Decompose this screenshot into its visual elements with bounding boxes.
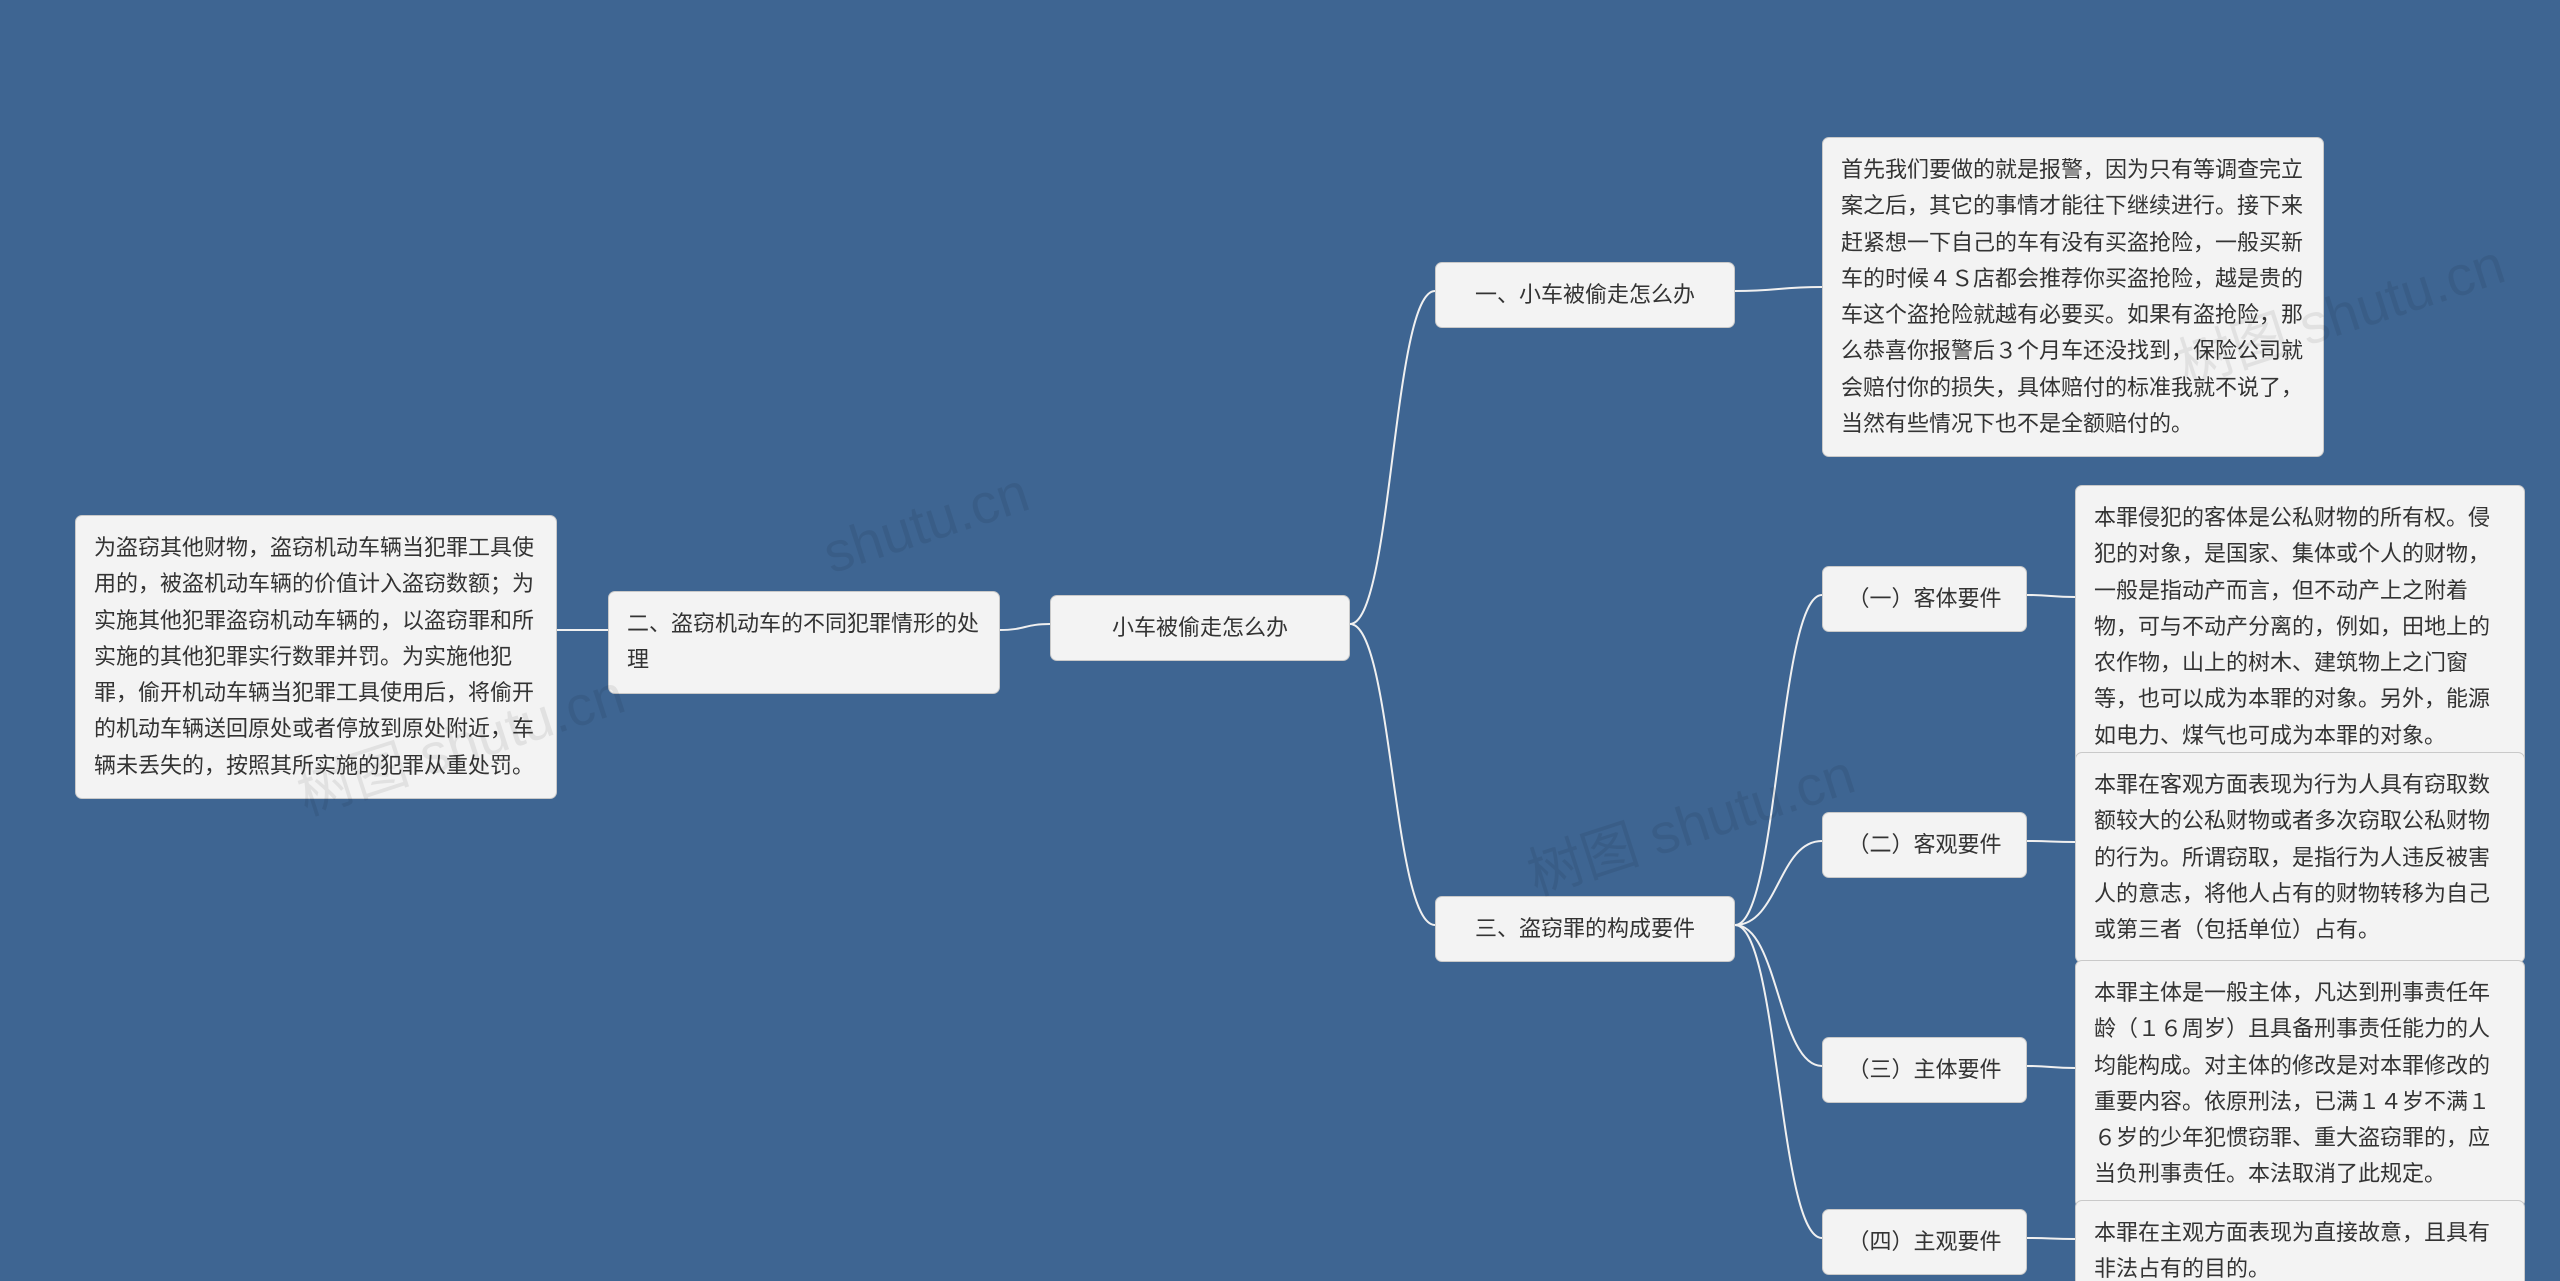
branch-1-detail[interactable]: 首先我们要做的就是报警，因为只有等调查完立案之后，其它的事情才能往下继续进行。接… bbox=[1822, 137, 2324, 457]
root-node[interactable]: 小车被偷走怎么办 bbox=[1050, 595, 1350, 661]
watermark: shutu.cn bbox=[815, 459, 1036, 586]
branch-3-node[interactable]: 三、盗窃罪的构成要件 bbox=[1435, 896, 1735, 962]
branch-1-node[interactable]: 一、小车被偷走怎么办 bbox=[1435, 262, 1735, 328]
mindmap-canvas: 小车被偷走怎么办 二、盗窃机动车的不同犯罪情形的处理 为盗窃其他财物，盗窃机动车… bbox=[0, 0, 2560, 1281]
branch-2-detail[interactable]: 为盗窃其他财物，盗窃机动车辆当犯罪工具使用的，被盗机动车辆的价值计入盗窃数额；为… bbox=[75, 515, 557, 799]
branch-3-sub-3-detail[interactable]: 本罪主体是一般主体，凡达到刑事责任年龄（１６周岁）且具备刑事责任能力的人均能构成… bbox=[2075, 960, 2525, 1208]
branch-3-sub-4[interactable]: （四）主观要件 bbox=[1822, 1209, 2027, 1275]
branch-2-node[interactable]: 二、盗窃机动车的不同犯罪情形的处理 bbox=[608, 591, 1000, 694]
branch-3-sub-1[interactable]: （一）客体要件 bbox=[1822, 566, 2027, 632]
branch-3-sub-4-detail[interactable]: 本罪在主观方面表现为直接故意，且具有非法占有的目的。 bbox=[2075, 1200, 2525, 1281]
branch-3-sub-1-detail[interactable]: 本罪侵犯的客体是公私财物的所有权。侵犯的对象，是国家、集体或个人的财物，一般是指… bbox=[2075, 485, 2525, 769]
branch-3-sub-2-detail[interactable]: 本罪在客观方面表现为行为人具有窃取数额较大的公私财物或者多次窃取公私财物的行为。… bbox=[2075, 752, 2525, 963]
watermark: 树图 shutu.cn bbox=[1516, 730, 1864, 912]
branch-3-sub-2[interactable]: （二）客观要件 bbox=[1822, 812, 2027, 878]
branch-3-sub-3[interactable]: （三）主体要件 bbox=[1822, 1037, 2027, 1103]
